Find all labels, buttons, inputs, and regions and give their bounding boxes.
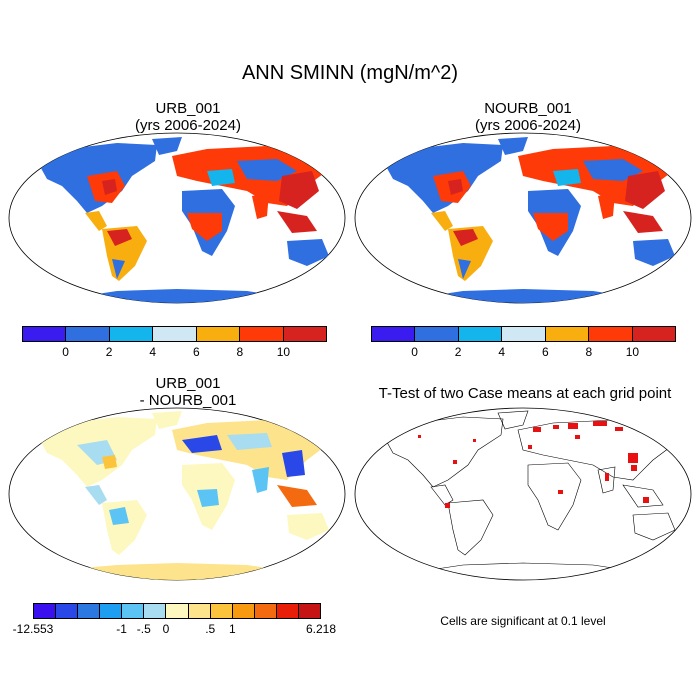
colorbar-swatch — [276, 604, 299, 618]
colorbar-swatch — [372, 327, 416, 341]
land-fill — [37, 411, 329, 580]
land-fill — [383, 137, 675, 303]
colorbar-tick-label: 0 — [162, 622, 170, 636]
panel-title-line1: URB_001 — [155, 100, 221, 117]
colorbar-swatch — [66, 327, 110, 341]
colorbar-swatch — [23, 327, 67, 341]
colorbar-tick-label: 6.218 — [305, 622, 337, 636]
colorbar-swatch — [458, 327, 503, 341]
colorbar-swatch — [283, 327, 326, 341]
colorbar-swatch — [153, 327, 197, 341]
map-boundary — [354, 407, 692, 581]
colorbar-tick-label: 1 — [229, 622, 236, 636]
colorbar-tick-label: 10 — [625, 345, 640, 359]
significance-note: Cells are significant at 0.1 level — [440, 614, 606, 628]
colorbar-swatch — [109, 327, 154, 341]
map-ttest — [354, 407, 692, 581]
colorbar-tick-label: 2 — [105, 345, 113, 359]
map-difference — [8, 407, 346, 581]
panel-title-line1: URB_001 — [155, 375, 221, 392]
colorbar-tick-label: 0 — [411, 345, 418, 359]
colorbar-tick-label: 6 — [541, 345, 549, 359]
colorbar-swatch — [632, 327, 675, 341]
colorbar-swatch — [122, 604, 145, 618]
panel-title-line2: (yrs 2006-2024) — [475, 117, 581, 134]
colorbar-swatch — [232, 604, 255, 618]
colorbar-nourb — [371, 326, 676, 342]
colorbar-swatch — [298, 604, 321, 618]
map-nourb — [354, 132, 692, 304]
colorbar-swatch — [196, 327, 241, 341]
land-fill — [37, 137, 329, 303]
colorbar-tick-label: 10 — [276, 345, 291, 359]
colorbar-tick-label: 8 — [585, 345, 593, 359]
map-urb — [8, 132, 346, 304]
panel-title-ttest: T-Test of two Case means at each grid po… — [352, 385, 698, 402]
colorbar-tick-label: -.5 — [136, 622, 151, 636]
colorbar-swatch — [34, 604, 57, 618]
colorbar-tick-label: -1 — [116, 622, 127, 636]
panel-title-line2: - NOURB_001 — [139, 392, 237, 409]
colorbar-swatch — [210, 604, 233, 618]
colorbar-swatch — [415, 327, 459, 341]
colorbar-difference — [33, 603, 321, 619]
colorbar-tick-label: 6 — [192, 345, 200, 359]
colorbar-tick-label: 8 — [236, 345, 244, 359]
colorbar-swatch — [254, 604, 277, 618]
colorbar-swatch — [144, 604, 167, 618]
panel-title-diff: URB_001 - NOURB_001 — [28, 375, 348, 409]
colorbar-swatch — [56, 604, 79, 618]
colorbar-tick-label: .5 — [205, 622, 216, 636]
panel-title-nourb: NOURB_001 (yrs 2006-2024) — [368, 100, 688, 134]
figure-title: ANN SMINN (mgN/m^2) — [241, 62, 459, 84]
panel-title-urb: URB_001 (yrs 2006-2024) — [28, 100, 348, 134]
colorbar-swatch — [502, 327, 546, 341]
panel-title-line2: (yrs 2006-2024) — [135, 117, 241, 134]
colorbar-swatch — [589, 327, 633, 341]
colorbar-tick-label: 2 — [454, 345, 462, 359]
colorbar-swatch — [100, 604, 123, 618]
colorbar-swatch — [545, 327, 590, 341]
colorbar-tick-label: 0 — [62, 345, 69, 359]
colorbar-tick-label: 4 — [149, 345, 157, 359]
colorbar-swatch — [240, 327, 284, 341]
colorbar-swatch — [166, 604, 189, 618]
colorbar-tick-label: -12.553 — [12, 622, 54, 636]
colorbar-swatch — [78, 604, 101, 618]
panel-title-line1: NOURB_001 — [484, 100, 572, 117]
colorbar-tick-label: 4 — [498, 345, 506, 359]
colorbar-urb — [22, 326, 327, 342]
panel-title-line1: T-Test of two Case means at each grid po… — [378, 385, 672, 402]
colorbar-swatch — [188, 604, 211, 618]
